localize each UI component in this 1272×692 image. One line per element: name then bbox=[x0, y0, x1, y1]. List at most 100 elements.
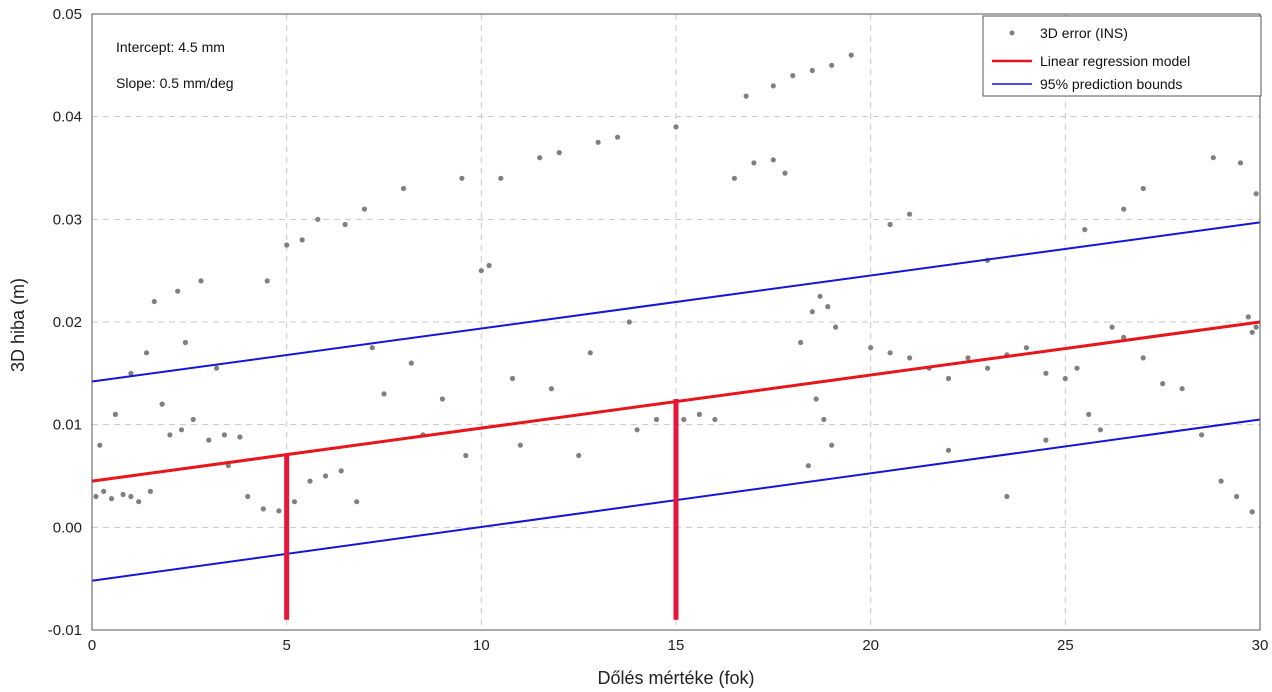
scatter-point bbox=[128, 370, 134, 376]
scatter-point bbox=[478, 268, 484, 274]
scatter-point bbox=[1140, 355, 1146, 361]
scatter-point bbox=[556, 150, 562, 156]
scatter-point bbox=[190, 416, 196, 423]
scatter-point bbox=[147, 488, 153, 494]
scatter-point bbox=[1023, 345, 1029, 351]
scatter-point bbox=[151, 298, 157, 305]
scatter-point bbox=[821, 416, 827, 423]
scatter-point bbox=[681, 416, 687, 423]
legend-marker-scatter bbox=[1009, 30, 1015, 36]
scatter-point bbox=[1210, 155, 1216, 161]
scatter-point bbox=[743, 93, 749, 99]
scatter-point bbox=[770, 83, 776, 89]
scatter-point bbox=[315, 216, 321, 222]
scatter-point bbox=[93, 493, 99, 500]
scatter-point bbox=[805, 463, 812, 469]
scatter-point bbox=[887, 350, 893, 356]
scatter-point bbox=[439, 396, 445, 402]
scatter-point bbox=[1160, 381, 1166, 387]
scatter-point bbox=[400, 185, 407, 192]
scatter-point bbox=[354, 499, 360, 505]
legend-label-scatter: 3D error (INS) bbox=[1040, 25, 1128, 41]
scatter-point bbox=[907, 211, 913, 217]
scatter-point bbox=[260, 506, 266, 512]
scatter-point bbox=[101, 488, 107, 494]
scatter-point bbox=[1043, 437, 1049, 443]
scatter-points bbox=[93, 52, 1259, 515]
x-tick-label: 0 bbox=[88, 637, 96, 654]
scatter-point bbox=[1082, 227, 1088, 233]
scatter-point bbox=[1249, 329, 1255, 335]
x-tick-label: 25 bbox=[1057, 637, 1074, 654]
scatter-point bbox=[463, 452, 469, 459]
scatter-point bbox=[595, 139, 601, 145]
scatter-point bbox=[833, 324, 839, 330]
scatter-point bbox=[809, 309, 815, 315]
scatter-point bbox=[1121, 334, 1127, 340]
scatter-point bbox=[1004, 493, 1010, 500]
scatter-point bbox=[731, 175, 738, 181]
scatter-point bbox=[225, 463, 231, 469]
scatter-point bbox=[825, 304, 831, 310]
scatter-point bbox=[175, 288, 181, 294]
x-tick-label: 15 bbox=[668, 637, 685, 654]
scatter-point bbox=[945, 447, 952, 453]
scatter-point bbox=[206, 437, 212, 443]
scatter-point bbox=[517, 442, 523, 448]
scatter-point bbox=[576, 452, 582, 459]
scatter-point bbox=[178, 427, 185, 433]
legend: 3D error (INS) Linear regression model 9… bbox=[982, 15, 1262, 97]
scatter-point bbox=[790, 73, 796, 79]
scatter-point bbox=[615, 134, 621, 140]
x-tick-label: 30 bbox=[1252, 637, 1269, 654]
scatter-point bbox=[369, 345, 375, 351]
scatter-point bbox=[1097, 427, 1103, 433]
y-tick-label: 0.02 bbox=[53, 314, 82, 331]
scatter-point bbox=[751, 160, 757, 166]
x-tick-label: 20 bbox=[862, 637, 879, 654]
scatter-point bbox=[237, 434, 243, 440]
x-tick-label: 10 bbox=[473, 637, 490, 654]
scatter-point bbox=[338, 468, 344, 474]
scatter-point bbox=[712, 416, 718, 423]
scatter-point bbox=[214, 365, 220, 371]
scatter-point bbox=[299, 237, 305, 243]
scatter-point bbox=[1074, 365, 1080, 371]
scatter-point bbox=[136, 499, 142, 505]
scatter-point bbox=[112, 411, 118, 417]
scatter-point bbox=[381, 391, 387, 397]
scatter-point bbox=[696, 411, 703, 417]
scatter-point bbox=[653, 416, 660, 423]
scatter-point bbox=[498, 175, 504, 181]
scatter-point bbox=[1179, 386, 1185, 392]
tick-labels: 0 5 10 15 20 25 30 -0.01 0.00 0.01 0.02 0.03 0.04 0.0… bbox=[48, 6, 1269, 654]
scatter-point bbox=[245, 493, 251, 500]
scatter-point bbox=[284, 242, 290, 248]
y-tick-label: 0.01 bbox=[53, 417, 82, 434]
plot-frame bbox=[91, 13, 1261, 631]
y-axis-label: 3D hiba (m) bbox=[8, 278, 28, 372]
scatter-point bbox=[782, 170, 788, 176]
scatter-point bbox=[770, 157, 776, 163]
scatter-point bbox=[143, 350, 150, 356]
scatter-point bbox=[848, 52, 854, 58]
scatter-point bbox=[1253, 191, 1259, 197]
scatter-point bbox=[1237, 160, 1244, 166]
scatter-point bbox=[486, 262, 492, 269]
scatter-point bbox=[1249, 509, 1255, 515]
y-tick-label: 0.04 bbox=[53, 109, 82, 126]
scatter-point bbox=[1062, 375, 1068, 382]
scatter-point bbox=[817, 293, 823, 299]
scatter-point bbox=[276, 508, 282, 514]
legend-label-bounds: 95% prediction bounds bbox=[1040, 76, 1182, 92]
scatter-point bbox=[1109, 324, 1115, 330]
x-tick-label: 5 bbox=[282, 637, 290, 654]
scatter-point bbox=[108, 496, 115, 502]
scatter-point bbox=[1140, 185, 1146, 192]
legend-box bbox=[982, 15, 1262, 97]
scatter-point bbox=[587, 350, 593, 356]
scatter-point bbox=[1245, 314, 1251, 320]
scatter-point bbox=[408, 360, 414, 366]
scatter-point bbox=[1121, 206, 1127, 212]
scatter-point bbox=[182, 339, 188, 346]
